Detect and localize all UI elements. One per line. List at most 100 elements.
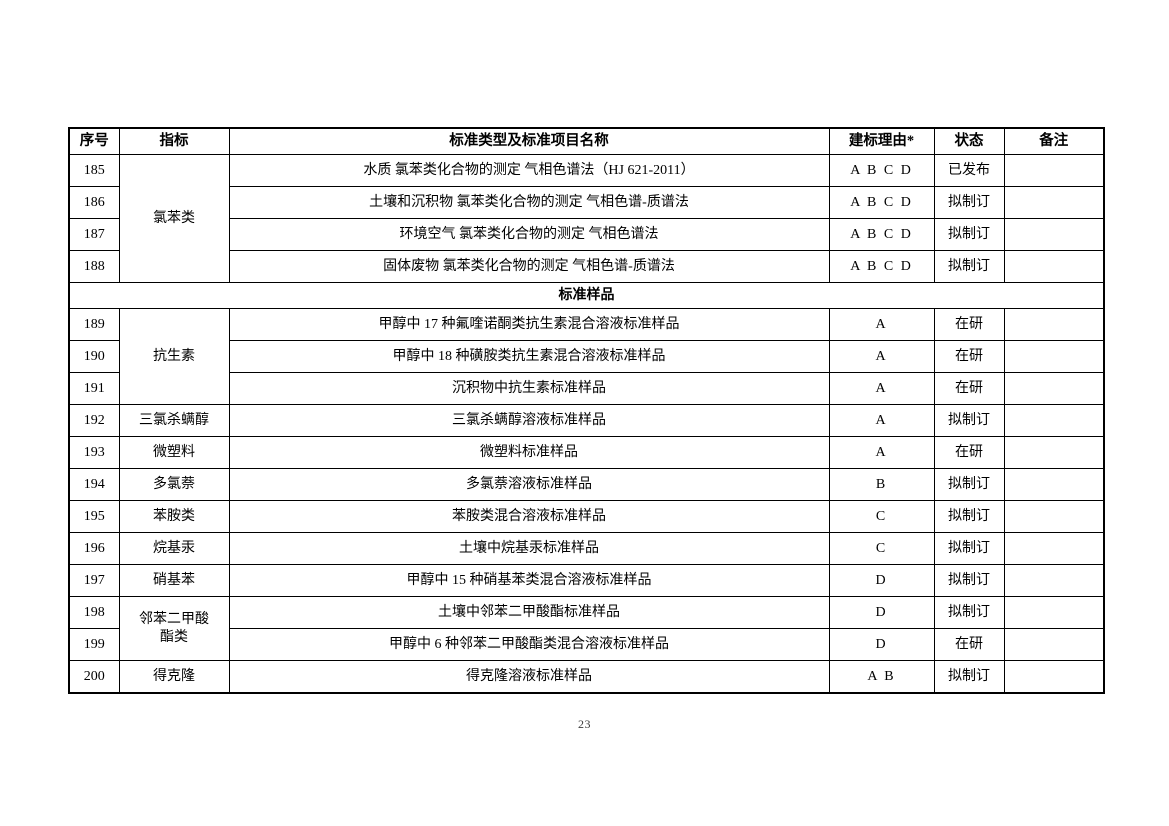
standard-name-cell: 三氯杀螨醇溶液标准样品 — [228, 404, 830, 437]
table-row: 199 甲醇中 6 种邻苯二甲酸酯类混合溶液标准样品 D 在研 — [68, 628, 1105, 661]
page-number: 23 — [578, 717, 591, 731]
standard-name-cell: 甲醇中 6 种邻苯二甲酸酯类混合溶液标准样品 — [228, 628, 830, 661]
reason-cell: A — [828, 308, 935, 341]
reason-cell: A B C D — [828, 154, 935, 187]
table-header-row: 序号 指标 标准类型及标准项目名称 建标理由* 状态 备注 — [68, 127, 1105, 155]
column-header: 建标理由* — [828, 127, 935, 155]
indicator-cell: 邻苯二甲酸 酯类 — [118, 596, 230, 661]
remark-cell — [1003, 404, 1105, 437]
remark-cell — [1003, 468, 1105, 501]
table-row: 195 苯胺类 苯胺类混合溶液标准样品 C 拟制订 — [68, 500, 1105, 533]
reason-cell: A B C D — [828, 250, 935, 283]
indicator-cell: 苯胺类 — [118, 500, 230, 533]
status-cell: 拟制订 — [933, 218, 1005, 251]
table-row: 187 环境空气 氯苯类化合物的测定 气相色谱法 A B C D 拟制订 — [68, 218, 1105, 251]
indicator-cell: 抗生素 — [118, 308, 230, 405]
status-cell: 在研 — [933, 372, 1005, 405]
row-number-cell: 189 — [68, 308, 120, 341]
row-number-cell: 187 — [68, 218, 120, 251]
status-cell: 在研 — [933, 308, 1005, 341]
standard-name-cell: 固体废物 氯苯类化合物的测定 气相色谱-质谱法 — [228, 250, 830, 283]
standard-name-cell: 土壤中烷基汞标准样品 — [228, 532, 830, 565]
status-cell: 拟制订 — [933, 500, 1005, 533]
remark-cell — [1003, 308, 1105, 341]
table-row: 197 硝基苯 甲醇中 15 种硝基苯类混合溶液标准样品 D 拟制订 — [68, 564, 1105, 597]
reason-cell: D — [828, 596, 935, 629]
row-number-cell: 195 — [68, 500, 120, 533]
remark-cell — [1003, 250, 1105, 283]
standard-name-cell: 沉积物中抗生素标准样品 — [228, 372, 830, 405]
standard-name-cell: 得克隆溶液标准样品 — [228, 660, 830, 693]
standards-table: 序号 指标 标准类型及标准项目名称 建标理由* 状态 备注 185 氯苯类 水质 氯苯类化合物… — [68, 127, 1105, 694]
table-row: 192 三氯杀螨醇 三氯杀螨醇溶液标准样品 A 拟制订 — [68, 404, 1105, 437]
table-row: 186 土壤和沉积物 氯苯类化合物的测定 气相色谱-质谱法 A B C D 拟制订 — [68, 186, 1105, 219]
status-cell: 拟制订 — [933, 468, 1005, 501]
standard-name-cell: 苯胺类混合溶液标准样品 — [228, 500, 830, 533]
table-row: 196 烷基汞 土壤中烷基汞标准样品 C 拟制订 — [68, 532, 1105, 565]
table-row: 193 微塑料 微塑料标准样品 A 在研 — [68, 436, 1105, 469]
remark-cell — [1003, 500, 1105, 533]
column-header: 指标 — [118, 127, 230, 155]
remark-cell — [1003, 628, 1105, 661]
table-row: 188 固体废物 氯苯类化合物的测定 气相色谱-质谱法 A B C D 拟制订 — [68, 250, 1105, 283]
remark-cell — [1003, 218, 1105, 251]
indicator-cell: 烷基汞 — [118, 532, 230, 565]
reason-cell: D — [828, 628, 935, 661]
status-cell: 拟制订 — [933, 564, 1005, 597]
row-number-cell: 196 — [68, 532, 120, 565]
table-row: 194 多氯萘 多氯萘溶液标准样品 B 拟制订 — [68, 468, 1105, 501]
standard-name-cell: 环境空气 氯苯类化合物的测定 气相色谱法 — [228, 218, 830, 251]
reason-cell: B — [828, 468, 935, 501]
status-cell: 拟制订 — [933, 660, 1005, 693]
table-row: 198 邻苯二甲酸 酯类 土壤中邻苯二甲酸酯标准样品 D 拟制订 — [68, 596, 1105, 661]
remark-cell — [1003, 372, 1105, 405]
status-cell: 拟制订 — [933, 404, 1005, 437]
row-number-cell: 191 — [68, 372, 120, 405]
status-cell: 在研 — [933, 628, 1005, 661]
reason-cell: A — [828, 372, 935, 405]
standard-name-cell: 微塑料标准样品 — [228, 436, 830, 469]
row-number-cell: 193 — [68, 436, 120, 469]
remark-cell — [1003, 660, 1105, 693]
status-cell: 已发布 — [933, 154, 1005, 187]
column-header: 标准类型及标准项目名称 — [228, 127, 830, 155]
table-row: 185 氯苯类 水质 氯苯类化合物的测定 气相色谱法（HJ 621-2011） A B… — [68, 154, 1105, 283]
section-header-cell: 标准样品 — [68, 282, 1105, 309]
table-row: 189 抗生素 甲醇中 17 种氟喹诺酮类抗生素混合溶液标准样品 A 在研 — [68, 308, 1105, 405]
indicator-cell: 微塑料 — [118, 436, 230, 469]
table-row: 200 得克隆 得克隆溶液标准样品 A B 拟制订 — [68, 660, 1105, 693]
row-number-cell: 194 — [68, 468, 120, 501]
reason-cell: C — [828, 532, 935, 565]
remark-cell — [1003, 532, 1105, 565]
reason-cell: C — [828, 500, 935, 533]
reason-cell: A B C D — [828, 186, 935, 219]
row-number-cell: 200 — [68, 660, 120, 693]
reason-cell: D — [828, 564, 935, 597]
reason-cell: A — [828, 436, 935, 469]
reason-cell: A B — [828, 660, 935, 693]
indicator-cell: 多氯萘 — [118, 468, 230, 501]
section-header-row: 标准样品 — [68, 282, 1105, 309]
standard-name-cell: 甲醇中 15 种硝基苯类混合溶液标准样品 — [228, 564, 830, 597]
status-cell: 拟制订 — [933, 596, 1005, 629]
row-number-cell: 190 — [68, 340, 120, 373]
standard-name-cell: 水质 氯苯类化合物的测定 气相色谱法（HJ 621-2011） — [228, 154, 830, 187]
row-number-cell: 185 — [68, 154, 120, 187]
status-cell: 在研 — [933, 340, 1005, 373]
indicator-cell: 得克隆 — [118, 660, 230, 693]
standard-name-cell: 甲醇中 18 种磺胺类抗生素混合溶液标准样品 — [228, 340, 830, 373]
row-number-cell: 197 — [68, 564, 120, 597]
indicator-cell: 氯苯类 — [118, 154, 230, 283]
reason-cell: A — [828, 340, 935, 373]
remark-cell — [1003, 340, 1105, 373]
table-row: 191 沉积物中抗生素标准样品 A 在研 — [68, 372, 1105, 405]
remark-cell — [1003, 436, 1105, 469]
status-cell: 拟制订 — [933, 532, 1005, 565]
column-header: 序号 — [68, 127, 120, 155]
status-cell: 拟制订 — [933, 250, 1005, 283]
remark-cell — [1003, 564, 1105, 597]
standard-name-cell: 甲醇中 17 种氟喹诺酮类抗生素混合溶液标准样品 — [228, 308, 830, 341]
row-number-cell: 198 — [68, 596, 120, 629]
standard-name-cell: 多氯萘溶液标准样品 — [228, 468, 830, 501]
